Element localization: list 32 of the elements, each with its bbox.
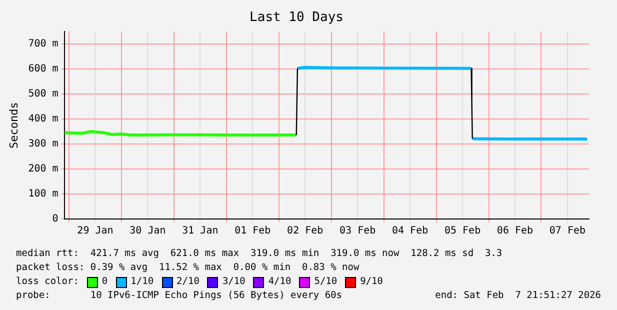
x-tick-label: 05 Feb <box>444 226 481 237</box>
y-tick-label: 300 m <box>28 138 58 150</box>
text: probe: 10 IPv6-ICMP Echo Pings (56 Bytes) every 60s <box>16 290 342 302</box>
x-tick-label: 01 Feb <box>234 226 271 237</box>
y-tick-label: 600 m <box>28 64 58 75</box>
x-tick-label: 02 Feb <box>287 226 324 237</box>
x-tick-label: 29 Jan <box>77 226 114 237</box>
chart-title: Last 10 Days <box>250 10 344 26</box>
y-tick-label: 700 m <box>28 38 58 50</box>
legend-label: 3/10 <box>222 276 246 288</box>
y-tick-label: 500 m <box>28 88 58 100</box>
text: median rtt: 421.7 ms avg 621.0 ms max 319.0 ms min 319.0 ms now 128.2 ms sd 3.3 <box>16 248 502 260</box>
legend-label: 1/10 <box>130 276 154 288</box>
text: end: Sat Feb 7 21:51:27 2026 <box>435 290 601 302</box>
legend-label: 0 <box>102 276 108 288</box>
y-tick-label: 100 m <box>28 188 58 200</box>
legend-label: 2/10 <box>176 276 200 288</box>
x-tick-label: 30 Jan <box>130 226 166 237</box>
legend-label: 9/10 <box>360 276 383 288</box>
x-tick-label: 03 Feb <box>340 226 376 237</box>
y-tick-label: 0 <box>52 214 58 225</box>
legend-title: loss color: <box>16 276 79 288</box>
y-tick-label: 200 m <box>28 164 58 175</box>
x-tick-label: 06 Feb <box>496 226 534 237</box>
legend-label: 5/10 <box>314 276 338 288</box>
y-tick-label: 400 m <box>28 114 58 125</box>
x-tick-label: 31 Jan <box>182 226 218 237</box>
legend-label: 4/10 <box>268 276 292 288</box>
text: packet loss: 0.39 % avg 11.52 % max 0.00 % min 0.83 % now <box>16 262 360 274</box>
y-axis-title: Seconds <box>7 102 20 148</box>
x-tick-label: 07 Feb <box>549 226 586 237</box>
x-tick-label: 04 Feb <box>392 226 428 237</box>
